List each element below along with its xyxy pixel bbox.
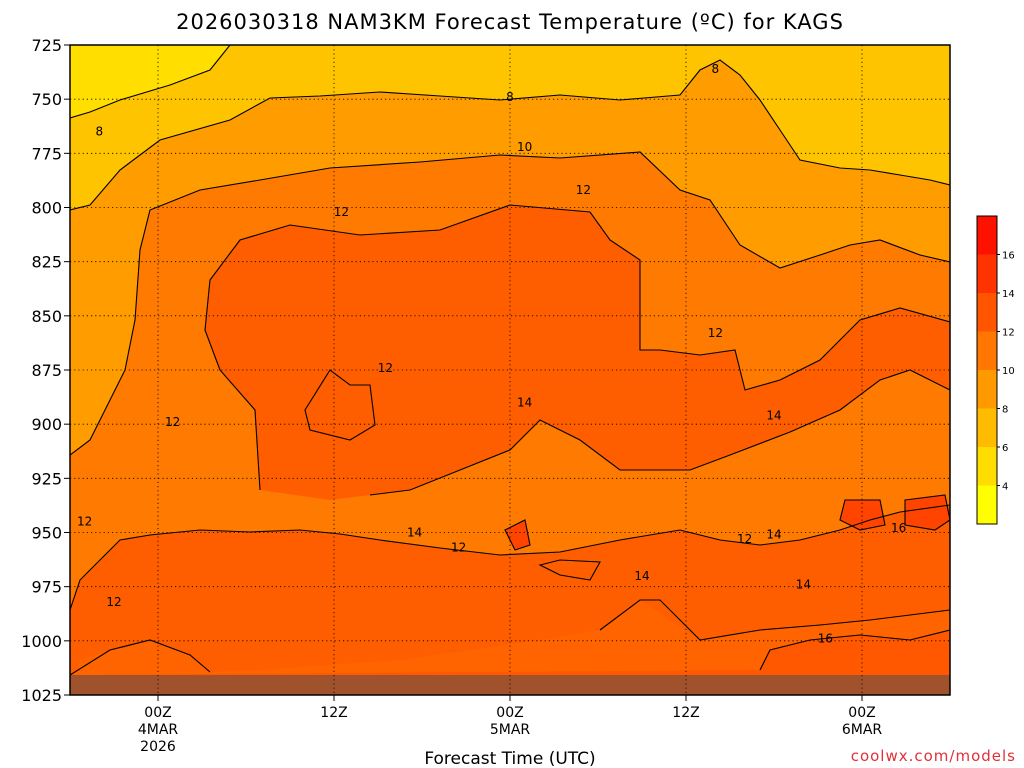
colorbar-tick-label: 14 [1002, 289, 1015, 300]
colorbar-swatch [977, 447, 997, 486]
contour-label: 12 [737, 532, 752, 546]
contour-label: 12 [576, 183, 591, 197]
contour-label: 14 [634, 569, 649, 583]
x-tick-label: 12Z [672, 705, 699, 721]
colorbar: 4 6 8 10 12 14 16 [976, 215, 1015, 525]
colorbar-tick-label: 6 [1002, 443, 1008, 454]
contour-label: 8 [506, 90, 514, 104]
y-axis: 725 750 775 800 825 850 875 900 925 950 975 1000 102… [21, 36, 70, 705]
colorbar-tick-label: 8 [1002, 405, 1008, 416]
contour-label: 14 [796, 578, 811, 592]
y-tick-label: 725 [31, 36, 62, 55]
band-fill-coldest [70, 45, 230, 118]
contour-16-line [904, 494, 950, 531]
contour-label: 12 [77, 515, 92, 529]
contour-labels: 8 8 8 10 12 12 12 12 12 12 12 12 12 14 14 14 14 14 14 16 16 [77, 62, 906, 646]
contour-label: 12 [378, 361, 393, 375]
colorbar-swatch [977, 331, 997, 370]
colorbar-swatch [977, 216, 997, 255]
contour-lines [70, 45, 950, 676]
colorbar-swatch [977, 485, 997, 524]
x-tick-label: 00Z [848, 705, 875, 721]
contour-label: 12 [708, 326, 723, 340]
y-tick-label: 900 [31, 415, 62, 434]
contour-label: 8 [712, 62, 720, 76]
x-tick-label: 4MAR [138, 722, 179, 738]
band-fill-cold-top [70, 45, 950, 210]
contour-label: 14 [517, 396, 532, 410]
y-tick-label: 750 [31, 90, 62, 109]
x-tick-label: 00Z [144, 705, 171, 721]
band-fill-low-warm [70, 600, 950, 695]
y-tick-label: 1000 [21, 632, 62, 651]
contour-label: 8 [96, 125, 104, 139]
contour-14-line [538, 559, 601, 581]
x-tick-label: 5MAR [490, 722, 531, 738]
ground-fill [70, 675, 950, 695]
colorbar-tick-label: 10 [1002, 366, 1015, 377]
chart-title: 2026030318 NAM3KM Forecast Temperature (… [176, 10, 844, 34]
contour-label: 12 [334, 205, 349, 219]
colorbar-swatch [977, 293, 997, 332]
y-tick-label: 825 [31, 253, 62, 272]
y-tick-label: 925 [31, 469, 62, 488]
x-axis-label: Forecast Time (UTC) [424, 749, 595, 768]
credit-text: coolwx.com/models [851, 747, 1016, 765]
y-tick-label: 975 [31, 578, 62, 597]
y-tick-label: 1025 [21, 686, 62, 705]
contour-8-line [70, 45, 231, 119]
contour-label: 12 [165, 415, 180, 429]
y-tick-label: 875 [31, 361, 62, 380]
contour-label: 14 [407, 526, 422, 540]
contour-label: 12 [451, 541, 466, 555]
y-tick-label: 950 [31, 524, 62, 543]
contour-label: 14 [766, 409, 781, 423]
colorbar-tick-label: 16 [1002, 251, 1015, 262]
x-tick-label: 2026 [140, 739, 176, 755]
x-tick-label: 12Z [320, 705, 347, 721]
colorbar-swatch [977, 408, 997, 447]
colorbar-swatch [977, 254, 997, 293]
contour-label: 16 [818, 632, 833, 646]
contour-label: 16 [891, 521, 906, 535]
colorbar-tick-label: 12 [1002, 328, 1015, 339]
x-tick-label: 00Z [496, 705, 523, 721]
colorbar-tick-label: 4 [1002, 482, 1008, 493]
y-tick-label: 800 [31, 199, 62, 218]
contour-16-line [504, 519, 531, 551]
plot-area: 8 8 8 10 12 12 12 12 12 12 12 12 12 14 14 14 14 14 14 16 16 [70, 45, 950, 695]
x-tick-label: 6MAR [842, 722, 883, 738]
contour-16-line [839, 499, 886, 531]
contour-label: 12 [106, 595, 121, 609]
contour-12-line [204, 204, 950, 491]
contour-14-line [369, 369, 950, 496]
contour-16-line [759, 629, 950, 671]
colorbar-swatch [977, 370, 997, 409]
contour-14-line [379, 504, 950, 556]
y-tick-label: 850 [31, 307, 62, 326]
y-tick-label: 775 [31, 144, 62, 163]
contour-label: 14 [766, 528, 781, 542]
contour-label: 10 [517, 140, 532, 154]
contour-14-line [70, 639, 211, 676]
contour-8-line [70, 59, 950, 211]
contour-10-line [70, 151, 950, 456]
contour-12-line [304, 369, 376, 441]
